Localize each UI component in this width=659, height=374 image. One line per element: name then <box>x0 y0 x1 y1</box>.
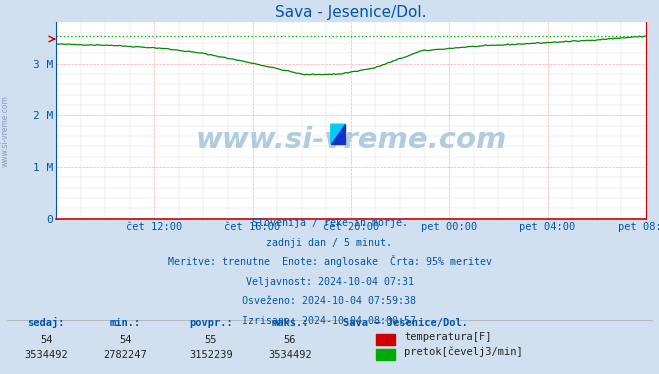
Bar <box>331 124 345 144</box>
Text: Veljavnost: 2024-10-04 07:31: Veljavnost: 2024-10-04 07:31 <box>246 277 413 286</box>
Text: 2782247: 2782247 <box>103 350 147 360</box>
Text: pretok[čevelj3/min]: pretok[čevelj3/min] <box>404 346 523 357</box>
Polygon shape <box>331 124 345 144</box>
Text: Slovenija / reke in morje.: Slovenija / reke in morje. <box>252 218 407 228</box>
Text: www.si-vreme.com: www.si-vreme.com <box>195 126 507 154</box>
Text: Sava – Jesenice/Dol.: Sava – Jesenice/Dol. <box>343 318 468 328</box>
Text: povpr.:: povpr.: <box>189 318 233 328</box>
Polygon shape <box>331 124 345 144</box>
Text: 3534492: 3534492 <box>268 350 312 360</box>
Text: temperatura[F]: temperatura[F] <box>404 332 492 342</box>
Text: sedaj:: sedaj: <box>28 317 65 328</box>
Text: Osveženo: 2024-10-04 07:59:38: Osveženo: 2024-10-04 07:59:38 <box>243 296 416 306</box>
Text: Izrisano: 2024-10-04 08:00:57: Izrisano: 2024-10-04 08:00:57 <box>243 316 416 325</box>
Text: zadnji dan / 5 minut.: zadnji dan / 5 minut. <box>266 238 393 248</box>
Text: www.si-vreme.com: www.si-vreme.com <box>1 95 10 167</box>
Text: Meritve: trenutne  Enote: anglosake  Črta: 95% meritev: Meritve: trenutne Enote: anglosake Črta:… <box>167 255 492 267</box>
Text: 54: 54 <box>40 335 52 345</box>
Text: min.:: min.: <box>109 318 141 328</box>
Text: 3152239: 3152239 <box>189 350 233 360</box>
Title: Sava - Jesenice/Dol.: Sava - Jesenice/Dol. <box>275 5 426 20</box>
Text: 55: 55 <box>205 335 217 345</box>
Text: 54: 54 <box>119 335 131 345</box>
Text: maks.:: maks.: <box>272 318 308 328</box>
Text: 3534492: 3534492 <box>24 350 68 360</box>
Text: 56: 56 <box>284 335 296 345</box>
